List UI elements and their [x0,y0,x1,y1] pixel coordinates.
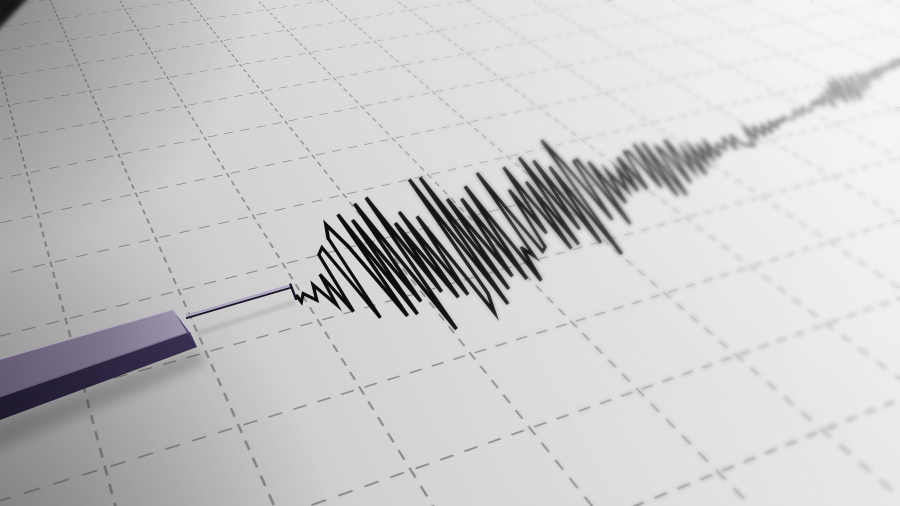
grid-line-vertical [422,0,900,370]
grid-line-vertical [498,0,900,370]
grid-line-horizontal [0,0,834,156]
grid-line-horizontal [0,0,900,354]
grid-line-horizontal [0,0,803,122]
grid-line-vertical [461,0,900,370]
grid-line-horizontal [0,149,900,369]
grid-line-vertical [666,0,900,370]
grid-line-horizontal [0,187,900,369]
grid-line-vertical [15,0,900,370]
grid-line-horizontal [0,0,694,19]
grid-line-vertical [0,0,900,2]
grid-lines [0,0,900,370]
grid-line-vertical [0,0,314,370]
grid-line-horizontal [0,0,900,370]
grid-line-vertical [0,0,893,370]
grid-line-horizontal [0,0,900,370]
grid-line-vertical [67,0,900,370]
grid-line-vertical [257,0,900,370]
grid-line-horizontal [0,60,900,369]
grid-line-horizontal [0,0,868,195]
grid-line-vertical [342,0,900,370]
grid-line-horizontal [0,0,900,292]
grid-line-vertical [165,0,900,370]
grid-line-horizontal [0,0,773,92]
grid-line-horizontal [0,0,900,240]
grid-line-horizontal [0,0,900,370]
grid-line-horizontal [0,0,719,41]
grid-line-horizontal [0,37,900,370]
grid-line-vertical [212,0,900,370]
grid-line-vertical [0,0,900,11]
grid-line-horizontal [0,0,745,65]
grid-line-horizontal [0,0,900,370]
grid-line-horizontal [0,116,900,370]
graph-paper [0,0,900,370]
grid-line-horizontal [0,16,900,370]
grid-line-vertical [635,0,900,370]
